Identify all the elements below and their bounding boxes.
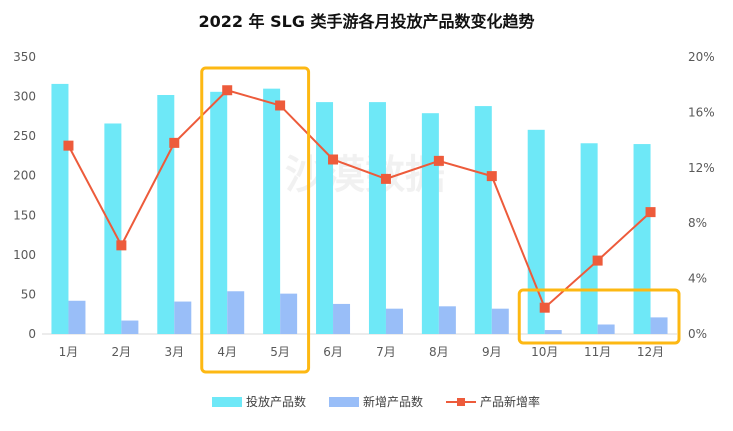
y-left-tick-label: 350 <box>13 50 36 64</box>
legend: 投放产品数 新增产品数 产品新增率 <box>212 394 540 409</box>
y-left-tick-label: 0 <box>28 327 36 341</box>
bar-new-products <box>333 303 351 334</box>
bar-launched-products <box>527 129 545 334</box>
x-tick-label: 9月 <box>482 345 502 359</box>
y-left-tick-label: 150 <box>13 208 36 222</box>
highlight-box-2 <box>517 288 681 345</box>
y-left-tick-label: 50 <box>21 287 36 301</box>
bar-series <box>51 83 668 335</box>
growth-rate-point <box>380 173 391 184</box>
bar-launched-products <box>633 144 651 334</box>
legend-swatch <box>212 397 242 407</box>
bar-new-products <box>121 320 139 334</box>
bar-launched-products <box>157 94 175 334</box>
growth-rate-point <box>169 137 180 148</box>
growth-rate-point <box>275 100 286 111</box>
y-left-tick-label: 100 <box>13 248 36 262</box>
y-left-tick-label: 200 <box>13 169 36 183</box>
bar-new-products <box>650 317 668 334</box>
x-tick-label: 3月 <box>164 345 184 359</box>
bar-launched-products <box>421 113 439 334</box>
y-right-tick-label: 12% <box>688 161 715 175</box>
legend-swatch <box>329 397 359 407</box>
bar-launched-products <box>316 102 334 335</box>
legend-line-marker <box>457 398 465 406</box>
growth-rate-point <box>486 171 497 182</box>
bar-new-products <box>544 330 562 334</box>
bar-launched-products <box>51 83 69 334</box>
x-tick-label: 12月 <box>637 345 664 359</box>
x-tick-label: 6月 <box>323 345 343 359</box>
bar-new-products <box>438 306 456 334</box>
y-right-tick-label: 20% <box>688 50 715 64</box>
bar-launched-products <box>474 106 492 334</box>
growth-rate-point <box>63 140 74 151</box>
bar-new-products <box>385 308 403 334</box>
bar-launched-products <box>368 102 386 335</box>
left-axis: 0 50 100 150 200 250 300 350 <box>13 50 36 341</box>
x-tick-label: 7月 <box>376 345 396 359</box>
x-tick-label: 5月 <box>270 345 290 359</box>
x-tick-label: 4月 <box>217 345 237 359</box>
bar-new-products <box>227 291 245 334</box>
x-tick-label: 2月 <box>112 345 132 359</box>
growth-rate-point <box>116 240 127 251</box>
y-right-tick-label: 16% <box>688 105 715 119</box>
y-right-tick-label: 8% <box>688 216 707 230</box>
x-axis: 1月 2月 3月 4月 5月 6月 7月 8月 9月 10月 11月 12月 <box>59 345 665 359</box>
bar-launched-products <box>210 91 228 334</box>
bar-new-products <box>597 324 615 334</box>
y-right-tick-label: 4% <box>688 272 707 286</box>
bar-new-products <box>280 293 298 334</box>
x-tick-label: 8月 <box>429 345 449 359</box>
highlight-box-1 <box>200 66 311 374</box>
bar-new-products <box>174 301 192 334</box>
legend-label: 产品新增率 <box>480 394 540 409</box>
growth-rate-point <box>433 155 444 166</box>
y-right-tick-label: 0% <box>688 327 707 341</box>
right-axis: 0% 4% 8% 12% 16% 20% <box>688 50 715 341</box>
highlight-boxes <box>200 66 681 374</box>
bar-new-products <box>491 308 509 334</box>
x-tick-label: 1月 <box>59 345 79 359</box>
bar-launched-products <box>263 88 281 335</box>
legend-label: 投放产品数 <box>246 394 306 409</box>
x-tick-label: 10月 <box>531 345 558 359</box>
line-series <box>63 85 656 313</box>
watermark-text: 沙漠数据 <box>285 152 445 198</box>
growth-rate-point <box>592 255 603 266</box>
y-left-tick-label: 300 <box>13 90 36 104</box>
bar-new-products <box>68 300 86 334</box>
bar-launched-products <box>580 143 598 334</box>
growth-rate-point <box>222 85 233 96</box>
y-left-tick-label: 250 <box>13 129 36 143</box>
growth-rate-line <box>67 89 652 310</box>
chart-title: 2022 年 SLG 类手游各月投放产品数变化趋势 <box>198 12 535 31</box>
growth-rate-point <box>328 154 339 165</box>
growth-rate-point <box>645 207 656 218</box>
x-tick-label: 11月 <box>584 345 611 359</box>
legend-label: 新增产品数 <box>363 394 423 409</box>
growth-rate-point <box>539 302 550 313</box>
